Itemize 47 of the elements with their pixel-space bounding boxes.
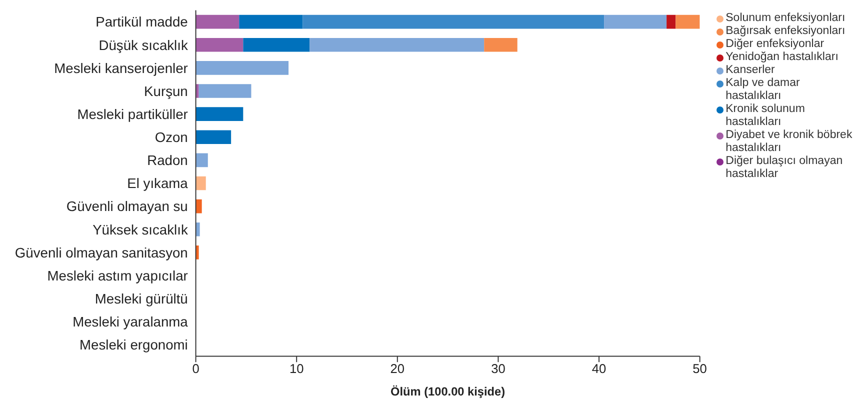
bar	[243, 38, 310, 52]
bar	[196, 153, 208, 168]
bar	[196, 61, 289, 75]
bar	[484, 38, 518, 52]
bar	[196, 14, 240, 29]
bar	[666, 14, 676, 29]
y-tick-label: Düşük sıcaklık	[98, 36, 188, 53]
legend-label: Diğer enfeksiyonlar	[726, 38, 824, 51]
y-tick-label: Güvenli olmayan sanitasyon	[14, 244, 188, 260]
y-tick-label: Kurşun	[144, 82, 188, 99]
legend-label: Kanserler	[726, 64, 775, 77]
legend-label: Yenidoğan hastalıkları	[726, 51, 838, 64]
bar	[302, 14, 604, 29]
y-tick-label: Mesleki yaralanma	[72, 314, 188, 330]
bar	[198, 84, 252, 98]
y-tick-label: Partikül madde	[96, 14, 188, 30]
bar	[676, 14, 700, 29]
x-tick-label: 30	[491, 361, 506, 376]
x-tick-label: 50	[692, 361, 707, 376]
legend-label: Kronik solunum hastalıkları	[726, 103, 806, 129]
legend-label: Diğer bulaşıcı olmayan hastalıklar	[726, 155, 844, 181]
bar	[196, 38, 244, 52]
x-tick-label: 20	[390, 361, 405, 376]
y-tick-label: Mesleki partiküller	[77, 106, 188, 122]
y-tick-label: Güvenli olmayan su	[66, 198, 188, 214]
legend-label: Diyabet ve kronik böbrek hastalıkları	[726, 129, 854, 155]
y-tick-label: Ozon	[154, 129, 188, 146]
legend-label: Bağırsak enfeksiyonları	[726, 25, 846, 38]
y-tick-label: Mesleki kanserojenler	[54, 60, 188, 76]
bar	[239, 14, 303, 29]
x-tick-label: 10	[289, 361, 304, 376]
bar	[604, 14, 667, 29]
bar	[196, 176, 206, 190]
x-tick-label: 0	[192, 361, 200, 376]
x-axis-title: Ölüm (100.00 kişide)	[390, 384, 506, 399]
legend-label: Solunum enfeksiyonları	[726, 12, 846, 25]
y-tick-label: Mesleki ergonomi	[80, 336, 188, 353]
x-tick-label: 40	[592, 361, 606, 376]
bar	[310, 38, 484, 52]
y-tick-label: El yıkama	[127, 175, 188, 192]
bar	[196, 107, 244, 121]
y-tick-label: Yüksek sıcaklık	[92, 221, 188, 238]
bar	[196, 130, 232, 144]
y-tick-label: Radon	[147, 152, 188, 168]
legend-label: Kalp ve damar hastalıkları	[726, 77, 801, 103]
y-tick-label: Mesleki gürültü	[94, 290, 188, 306]
y-tick-label: Mesleki astım yapıcılar	[47, 267, 188, 284]
